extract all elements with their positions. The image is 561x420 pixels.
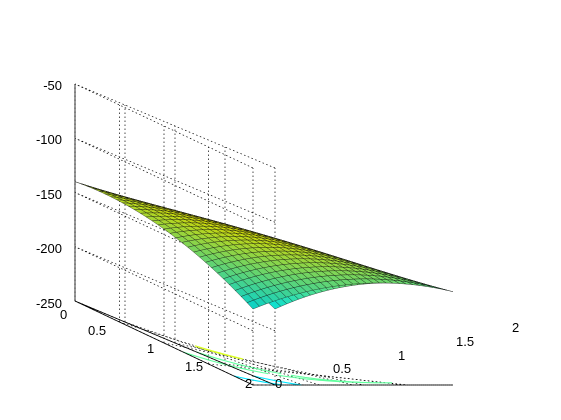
y-tick-label: 1 [398,348,405,363]
x-tick-label: 0 [60,307,67,322]
x-tick-label: 0.5 [88,323,106,338]
grid-line [208,363,409,386]
z-tick-label: -200 [36,241,62,256]
y-tick-label: 0 [275,376,282,391]
y-tick-label: 0.5 [333,361,351,376]
x-tick-label: 2 [245,376,252,391]
axes-frame [74,84,453,386]
grid-line [174,342,354,386]
contour-lines [182,345,393,386]
floor-edge [74,300,453,386]
z-tick-label: -100 [36,132,62,147]
grid-line [224,363,404,386]
surface-facet [440,288,454,292]
contour-level [182,351,393,384]
z-tick-label: -50 [43,78,62,93]
tick-labels: -50 -100 -150 -200 -250 0 0.5 1 1.5 2 0 … [36,78,519,391]
y-tick-label: 2 [512,320,519,335]
z-tick-label: -250 [36,296,62,311]
y-tick-label: 1.5 [456,334,474,349]
axes-grid [74,83,453,386]
z-tick-label: -150 [36,187,62,202]
surface-mesh [74,181,454,310]
x-tick-label: 1.5 [185,359,203,374]
contour-level [194,345,244,360]
grid-line [124,321,304,386]
x-tick-label: 1 [147,341,154,356]
